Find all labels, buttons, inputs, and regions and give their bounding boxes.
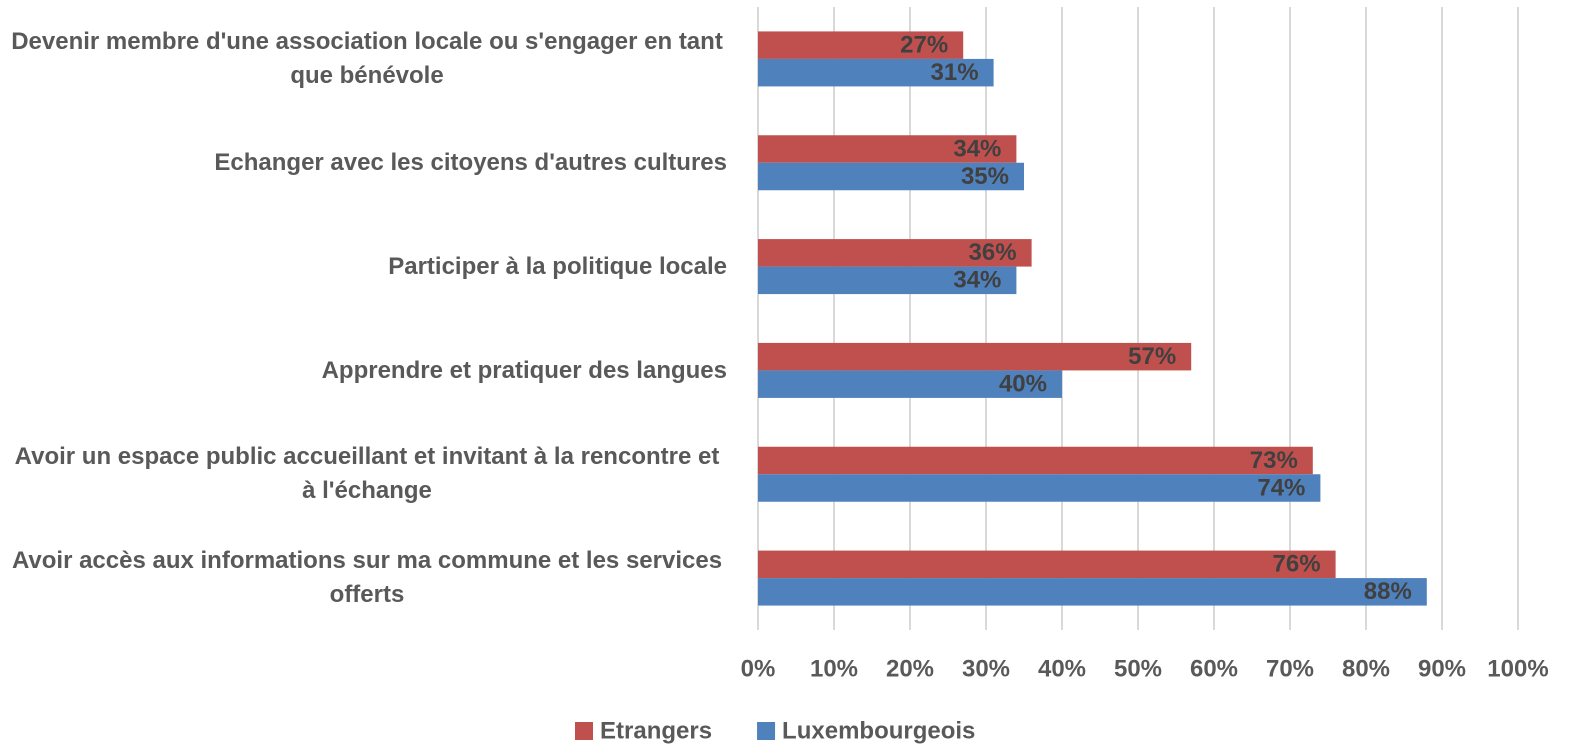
data-label: 40% [999,371,1047,398]
x-tick-label: 100% [1487,655,1548,682]
data-label: 57% [1128,343,1176,370]
bar [758,135,1017,163]
y-tick-label: Echanger avec les citoyens d'autres cult… [214,148,727,176]
x-tick-label: 40% [1038,655,1086,682]
x-tick-label: 50% [1114,655,1162,682]
x-tick-label: 10% [810,655,858,682]
data-label: 88% [1364,578,1412,605]
x-tick-label: 90% [1418,655,1466,682]
y-tick-label: Apprendre et pratiquer des langues [321,356,727,384]
category-label-box: Devenir membre d'une association locale … [7,7,727,111]
data-label: 31% [931,59,979,86]
y-tick-label: Participer à la politique locale [388,252,727,280]
category-label-box: Avoir accès aux informations sur ma comm… [7,526,727,630]
data-label: 36% [969,239,1017,266]
y-tick-label: Devenir membre d'une association locale … [11,28,723,89]
data-label: 35% [961,163,1009,190]
x-tick-label: 20% [886,655,934,682]
x-tick-label: 80% [1342,655,1390,682]
x-tick-label: 60% [1190,655,1238,682]
bar [758,162,1024,191]
bar [758,474,1321,502]
legend-swatch [575,722,593,740]
x-tick-label: 30% [962,655,1010,682]
data-label: 27% [900,32,948,59]
x-tick-label: 0% [741,655,776,682]
data-label: 34% [953,135,1001,162]
bar [758,58,994,87]
y-tick-label: Avoir accès aux informations sur ma comm… [11,547,723,609]
category-label-box: Participer à la politique locale [7,215,727,319]
bar [758,239,1032,267]
legend-label: Etrangers [600,717,712,744]
category-label-box: Avoir un espace public accueillant et in… [7,422,727,526]
data-label: 34% [953,267,1001,294]
legend-swatch [757,722,776,740]
data-label: 76% [1273,551,1321,578]
category-label-box: Apprendre et pratiquer des langues [7,319,727,423]
bar [758,550,1336,579]
category-label-box: Echanger avec les citoyens d'autres cult… [7,111,727,215]
bar [758,578,1427,606]
data-label: 73% [1250,447,1298,474]
x-tick-label: 70% [1266,655,1314,682]
bar [758,266,1017,295]
bar [758,31,964,59]
y-tick-label: Avoir un espace public accueillant et in… [14,443,720,505]
bar [758,342,1192,371]
bar [758,370,1062,398]
bar [758,446,1313,475]
data-label: 74% [1257,474,1305,501]
legend-label: Luxembourgeois [782,717,975,744]
